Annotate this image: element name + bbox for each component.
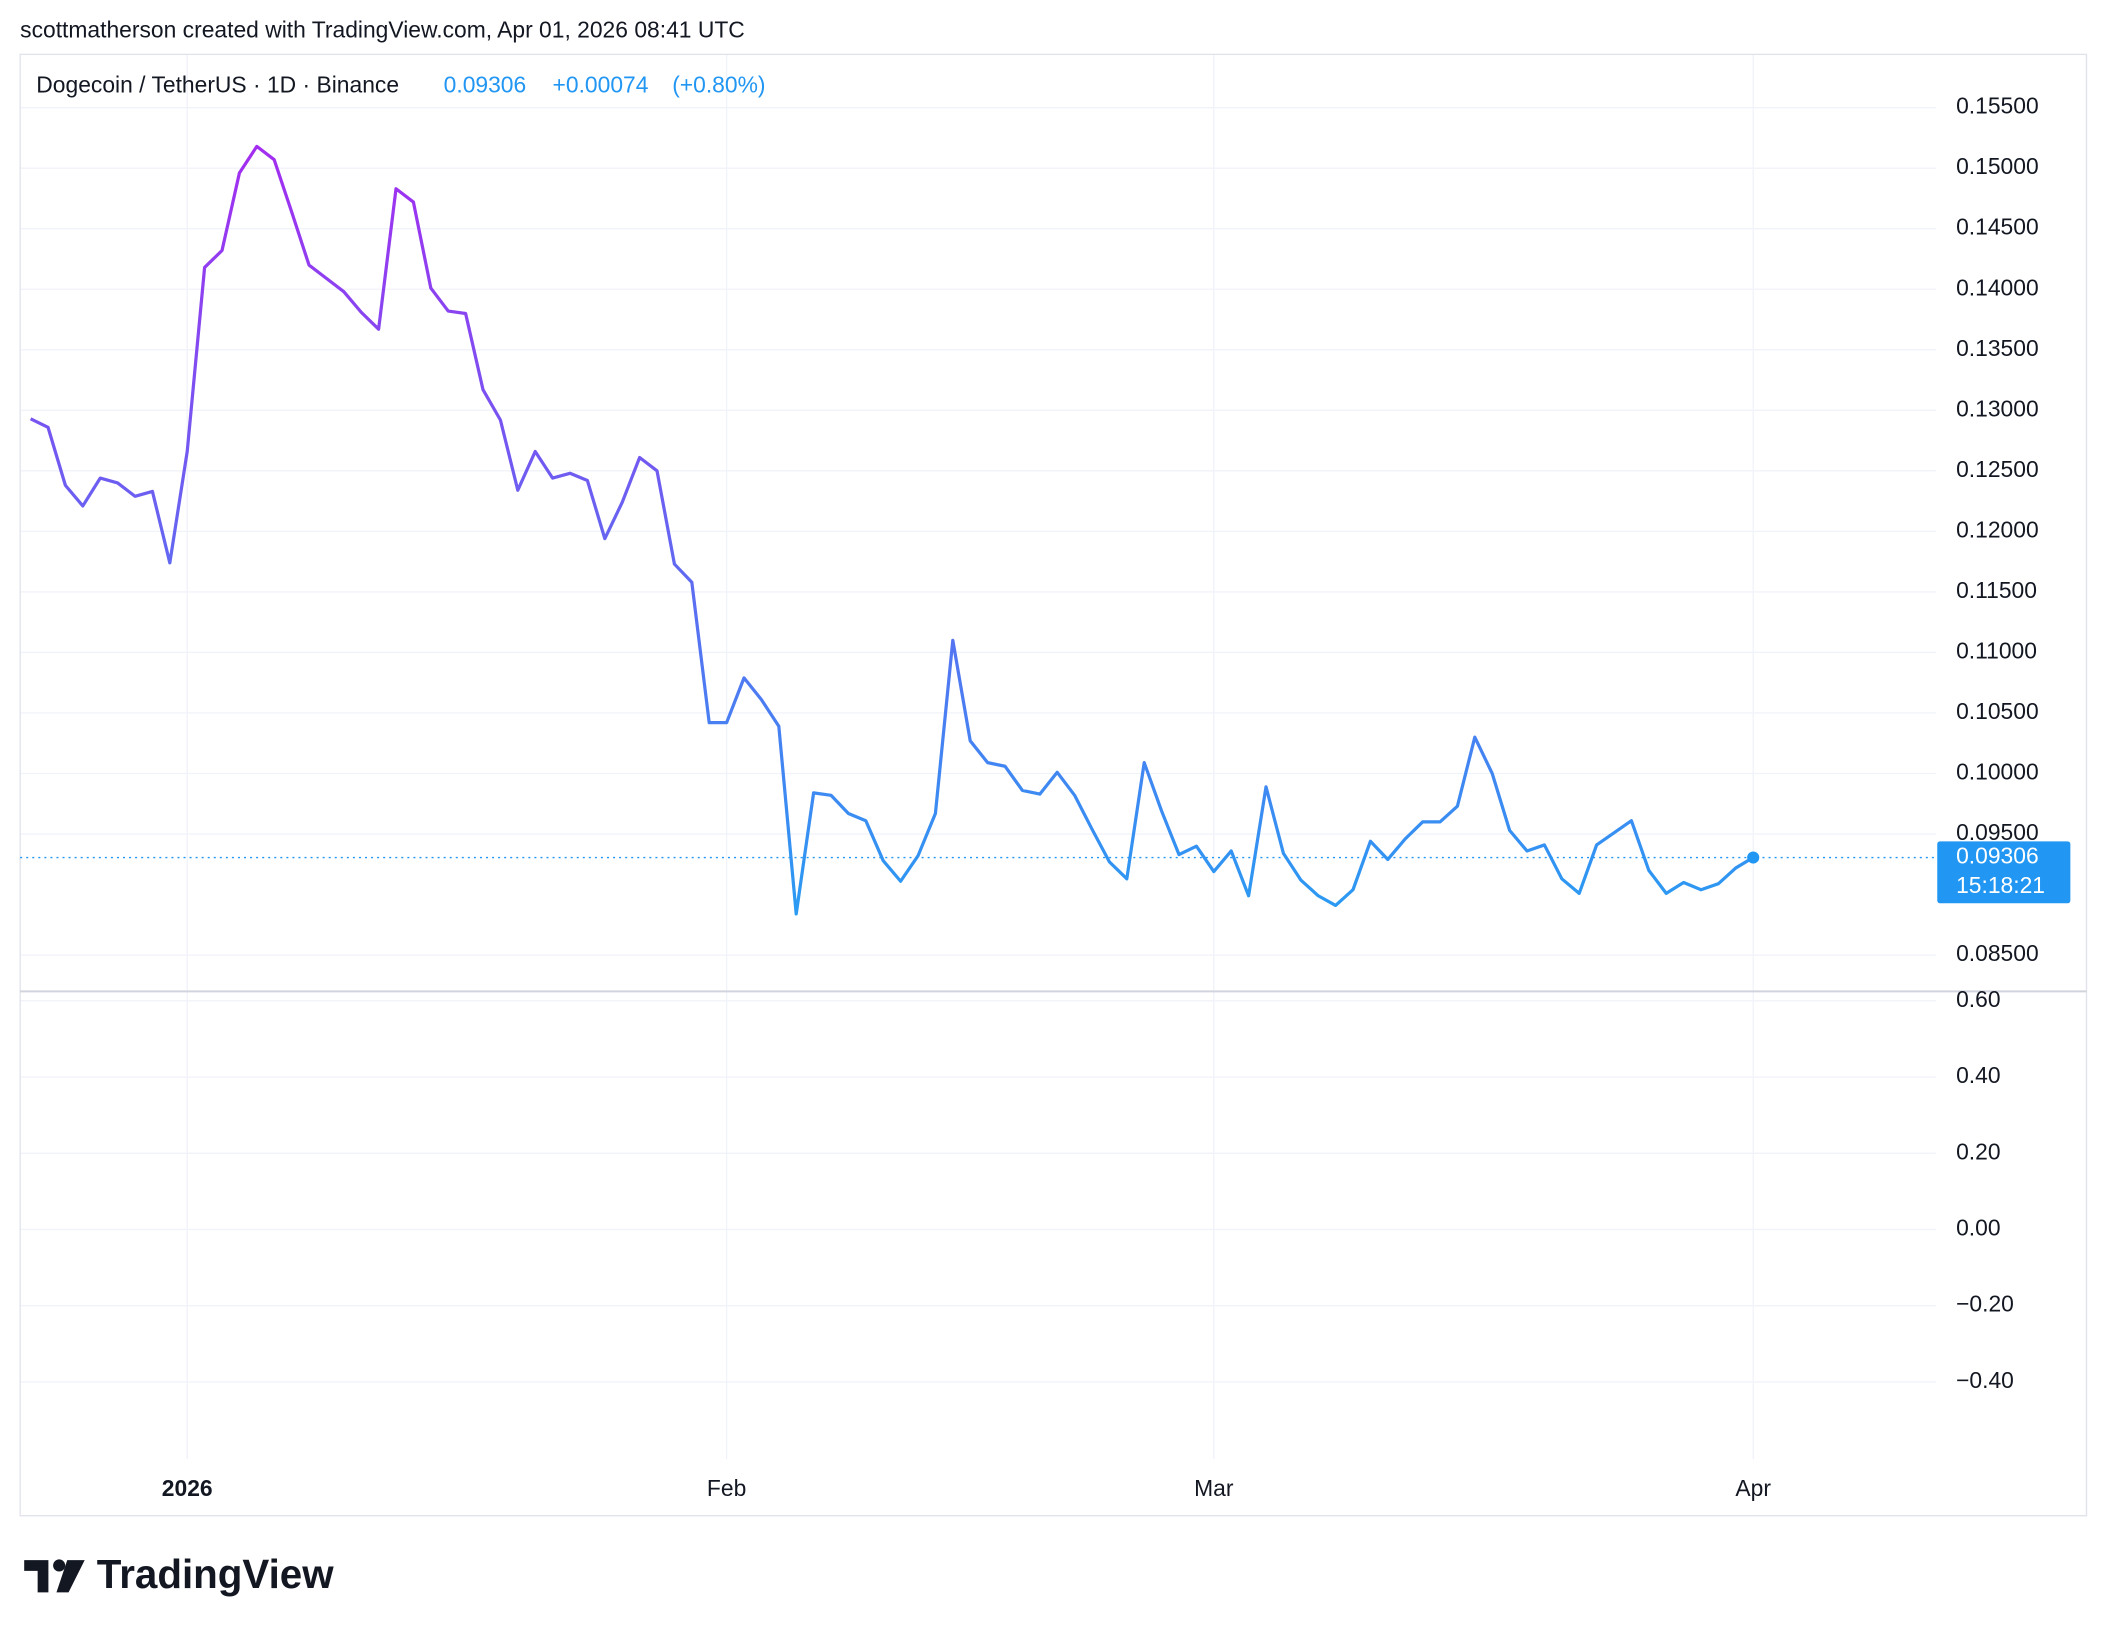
y2-tick-label: −0.40 [1956,1367,2014,1393]
y2-tick-label: 0.20 [1956,1138,2000,1164]
y-tick-label: 0.10500 [1956,698,2039,724]
x-tick-label: Apr [1735,1475,1771,1501]
legend-change-pct: (+0.80%) [672,72,765,98]
y-tick-label: 0.11000 [1956,637,2037,663]
y-tick-label: 0.09500 [1956,819,2039,845]
chart-frame [19,53,2088,1517]
y-tick-label: 0.10000 [1956,759,2039,785]
y2-tick-label: 0.40 [1956,1062,2000,1088]
y-tick-label: 0.15500 [1956,93,2039,119]
logo-mark [53,1559,66,1572]
y-tick-label: 0.14500 [1956,214,2039,240]
symbol-title: Dogecoin / TetherUS · 1D · Binance [36,72,399,98]
x-tick-label: Feb [707,1475,746,1501]
logo-mark [56,1560,85,1593]
price-tag-countdown: 15:18:21 [1956,872,2045,898]
y-tick-label: 0.13500 [1956,335,2039,361]
y-tick-label: 0.13000 [1956,395,2039,421]
price-line [29,144,1755,916]
x-tick-label: 2026 [162,1475,213,1501]
y-tick-label: 0.11500 [1956,577,2037,603]
y-tick-label: 0.12500 [1956,456,2039,482]
x-tick-label: Mar [1194,1475,1234,1501]
y2-tick-label: 0.00 [1956,1215,2000,1241]
price-tag-value: 0.09306 [1956,843,2039,869]
y2-tick-label: 0.60 [1956,986,2000,1012]
y-tick-label: 0.12000 [1956,516,2039,542]
legend-change: +0.00074 [553,72,649,98]
logo: TradingView [24,1551,334,1597]
plot: 0.08500 0.09500 0.10000 0.10500 0.11000 0.115… [20,93,2071,1501]
brand: TradingView [97,1551,334,1597]
y-tick-label: 0.15000 [1956,153,2039,179]
logo-mark [24,1560,49,1593]
y-tick-label: 0.14000 [1956,274,2039,300]
last-point [1747,851,1760,864]
price-tag [1937,841,2071,904]
y2-tick-label: −0.20 [1956,1291,2014,1317]
legend-price: 0.09306 [444,72,527,98]
y-tick-label: 0.08500 [1956,940,2039,966]
attribution: scottmatherson created with TradingView.… [20,17,745,43]
